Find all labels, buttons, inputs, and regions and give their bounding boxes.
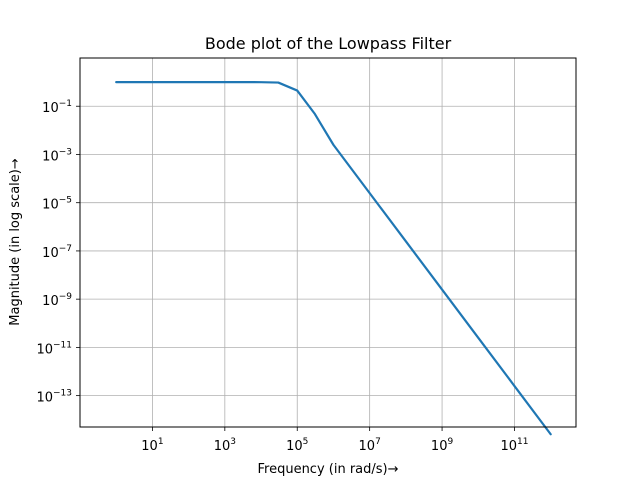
y-tick-base: 10 — [42, 198, 59, 213]
grid-lines — [80, 58, 576, 427]
x-tick-exponent: 7 — [375, 437, 381, 447]
y-tick-label: 10−13 — [36, 389, 72, 406]
y-tick-base: 10 — [36, 342, 53, 357]
y-tick-exponent: −7 — [59, 244, 72, 254]
x-tick-exponent: 11 — [517, 437, 528, 447]
x-tick-base: 10 — [359, 439, 376, 454]
x-tick-exponent: 3 — [230, 437, 236, 447]
x-tick-base: 10 — [214, 439, 231, 454]
series-layer — [115, 81, 552, 436]
y-tick-base: 10 — [42, 101, 59, 116]
y-tick-base: 10 — [42, 149, 59, 164]
y-tick-label: 10−1 — [42, 99, 72, 116]
y-tick-exponent: −9 — [59, 292, 73, 302]
x-axis-label: Frequency (in rad/s)→ — [257, 462, 398, 477]
magnitude-series-line — [115, 81, 552, 436]
y-tick-exponent: −13 — [53, 389, 72, 399]
y-tick-exponent: −5 — [59, 196, 72, 206]
x-tick-label: 101 — [141, 437, 163, 454]
x-tick-label: 105 — [286, 437, 308, 454]
axis-ticks: 101 103 105 107 109 101110−110−310−510−710−91… — [36, 99, 528, 454]
y-tick-base: 10 — [36, 391, 53, 406]
plot-area-frame — [79, 57, 577, 428]
y-tick-base: 10 — [42, 294, 59, 309]
x-tick-label: 103 — [214, 437, 236, 454]
y-tick-label: 10−5 — [42, 196, 72, 213]
y-tick-exponent: −3 — [59, 147, 72, 157]
x-tick-exponent: 9 — [447, 437, 453, 447]
y-tick-label: 10−11 — [36, 340, 72, 357]
y-axis-label: Magnitude (in log scale)→ — [8, 158, 23, 326]
x-tick-base: 10 — [431, 439, 448, 454]
y-tick-exponent: −11 — [53, 340, 72, 350]
x-tick-base: 10 — [141, 439, 158, 454]
x-tick-exponent: 1 — [158, 437, 164, 447]
x-tick-exponent: 5 — [303, 437, 309, 447]
y-tick-label: 10−7 — [42, 244, 72, 261]
x-tick-base: 10 — [286, 439, 303, 454]
y-tick-base: 10 — [42, 246, 59, 261]
y-tick-label: 10−9 — [42, 292, 72, 309]
x-tick-label: 1011 — [500, 437, 528, 454]
x-tick-label: 107 — [359, 437, 381, 454]
x-tick-base: 10 — [500, 439, 517, 454]
x-tick-label: 109 — [431, 437, 454, 454]
y-tick-exponent: −1 — [59, 99, 72, 109]
chart-title: Bode plot of the Lowpass Filter — [205, 34, 452, 53]
y-tick-label: 10−3 — [42, 147, 72, 164]
